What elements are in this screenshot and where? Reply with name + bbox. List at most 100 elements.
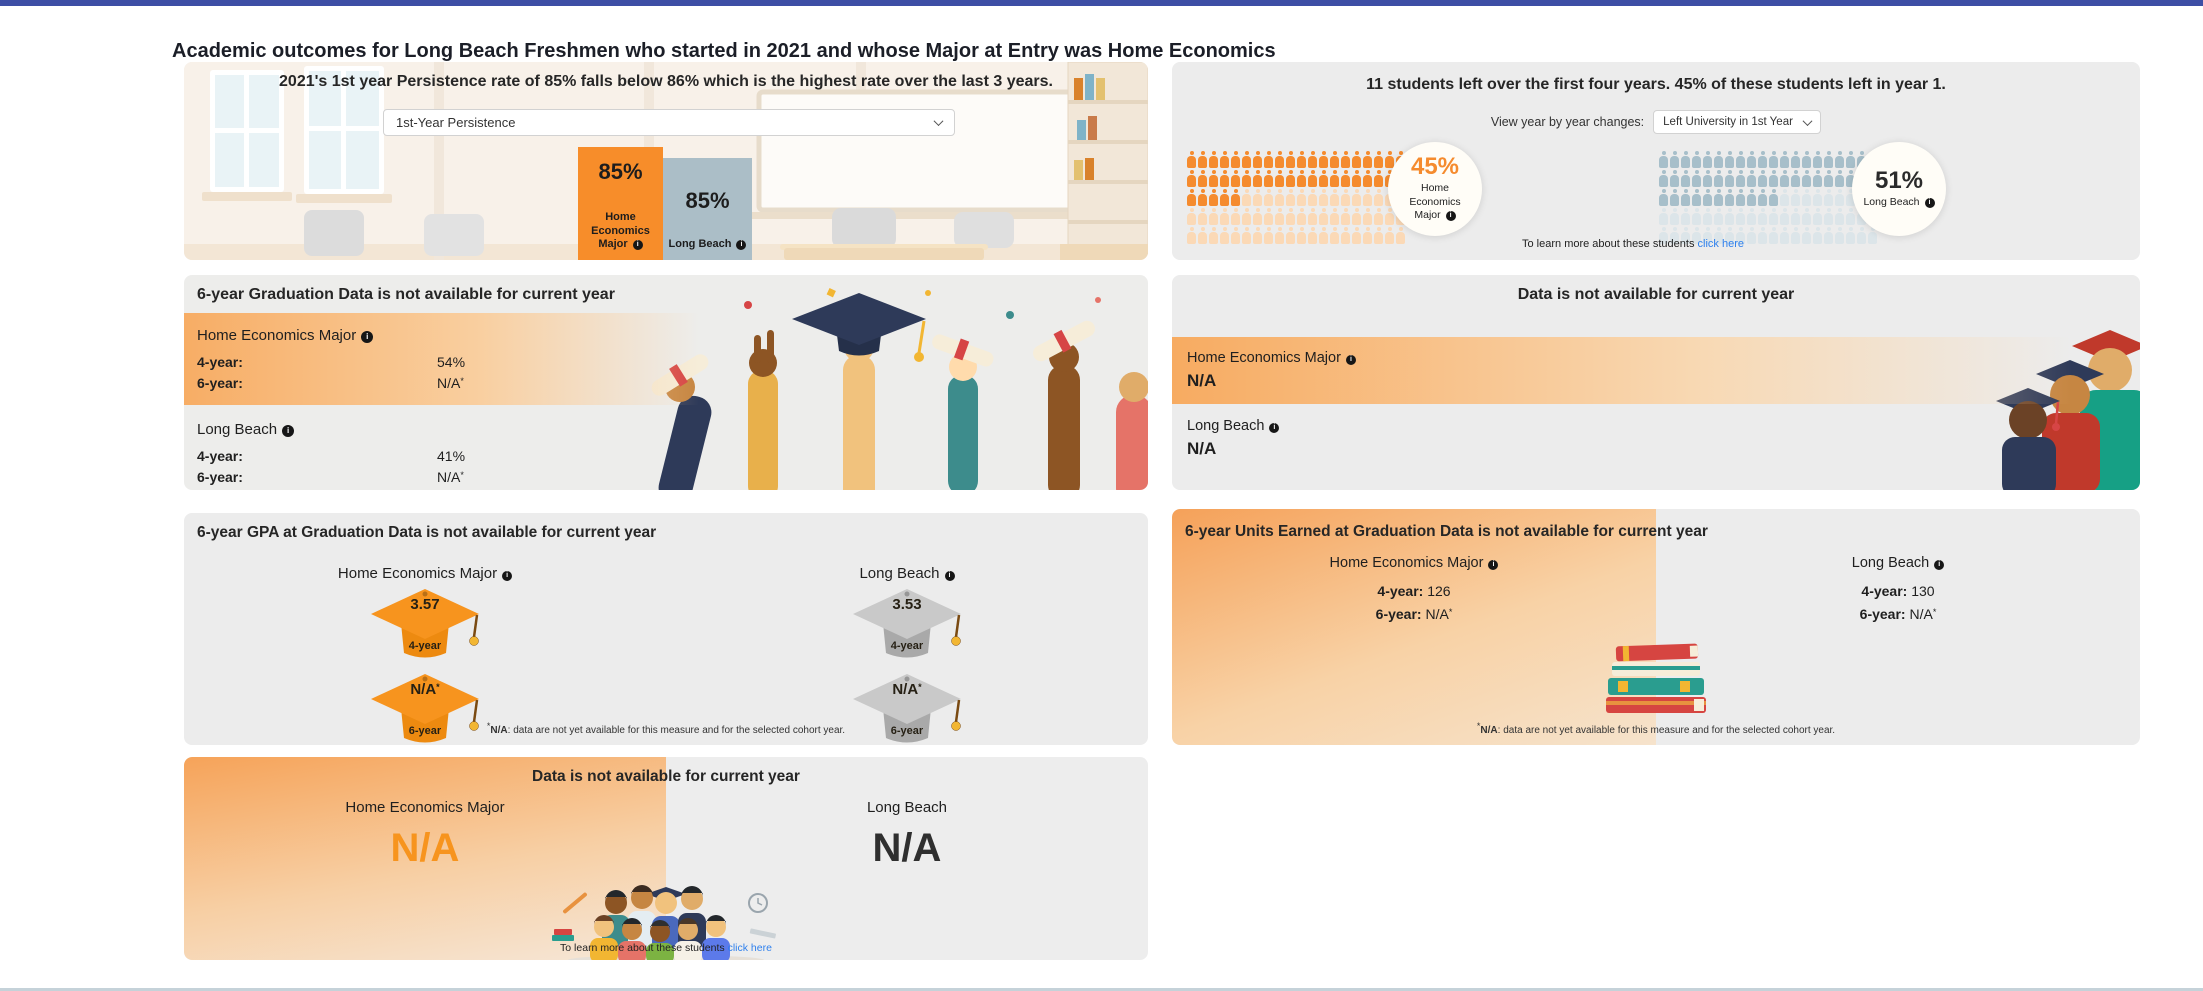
person-icon	[1758, 189, 1767, 206]
group-value: N/A	[390, 826, 460, 870]
measure-dropdown[interactable]: 1st-Year Persistence	[383, 109, 955, 136]
person-icon	[1846, 208, 1855, 225]
person-icon	[1780, 208, 1789, 225]
person-icon	[1791, 189, 1800, 206]
info-icon[interactable]	[282, 425, 295, 437]
person-icon	[1835, 227, 1844, 244]
person-icon	[1242, 189, 1251, 206]
info-icon[interactable]	[736, 240, 747, 251]
page-title: Academic outcomes for Long Beach Freshme…	[172, 40, 1276, 63]
year-change-dropdown[interactable]: Left University in 1st Year	[1653, 110, 1822, 134]
person-icon	[1231, 227, 1240, 244]
person-icon	[1670, 151, 1679, 168]
group-value: N/A	[872, 826, 942, 870]
person-icon	[1198, 151, 1207, 168]
person-icon	[1802, 208, 1811, 225]
cap-label: 6-year	[408, 725, 442, 737]
person-icon	[1275, 170, 1284, 187]
person-icon	[1835, 170, 1844, 187]
person-icon	[1747, 227, 1756, 244]
info-icon[interactable]	[502, 571, 513, 581]
person-icon	[1813, 189, 1822, 206]
person-icon	[1374, 170, 1383, 187]
person-icon	[1769, 189, 1778, 206]
bar-value: 85%	[598, 159, 643, 184]
person-icon	[1363, 151, 1372, 168]
na-footnote: *N/A: data are not yet available for thi…	[486, 721, 846, 736]
person-icon	[1670, 227, 1679, 244]
person-icon	[1780, 170, 1789, 187]
person-icon	[1341, 170, 1350, 187]
grad-cap-icon	[853, 674, 961, 743]
bar-label: Long Beach	[665, 238, 751, 252]
info-icon[interactable]	[1345, 355, 1356, 365]
person-icon	[1297, 208, 1306, 225]
person-icon	[1725, 170, 1734, 187]
group-name: Long Beach	[859, 565, 955, 582]
info-icon[interactable]	[944, 571, 955, 581]
person-icon	[1846, 227, 1855, 244]
person-icon	[1703, 170, 1712, 187]
graduation-header: 6-year Graduation Data is not available …	[197, 286, 615, 303]
chevron-down-icon	[933, 116, 944, 127]
person-icon	[1703, 151, 1712, 168]
person-icon	[1747, 170, 1756, 187]
info-icon[interactable]	[1934, 560, 1945, 570]
person-icon	[1769, 170, 1778, 187]
na-footnote: *N/A: data are not yet available for thi…	[1476, 721, 1836, 736]
person-icon	[1802, 227, 1811, 244]
grad-cap-4year: 3.53 4-year	[847, 587, 967, 667]
learn-more-link[interactable]: click here	[1697, 238, 1744, 250]
person-icon	[1187, 151, 1196, 168]
person-icon	[1198, 227, 1207, 244]
cap-value: N/A*	[892, 681, 922, 698]
group-name: Home Economics Major	[197, 327, 844, 344]
person-icon	[1374, 151, 1383, 168]
badge-long-beach: 51% Long Beach	[1852, 142, 1946, 236]
gpa-header: 6-year GPA at Graduation Data is not ava…	[197, 524, 657, 541]
attrition-headline: 11 students left over the first four yea…	[1366, 76, 1946, 93]
person-icon	[1286, 208, 1295, 225]
person-icon	[1769, 227, 1778, 244]
info-icon[interactable]	[1924, 197, 1935, 208]
group-value: N/A	[1187, 439, 1217, 458]
person-icon	[1835, 189, 1844, 206]
units-header: 6-year Units Earned at Graduation Data i…	[1185, 523, 1708, 540]
info-icon[interactable]	[1445, 211, 1456, 222]
person-icon	[1681, 208, 1690, 225]
person-icon	[1824, 170, 1833, 187]
person-icon	[1209, 208, 1218, 225]
home-economics-section: Home Economics Major 4-year:54% 6-year:N…	[184, 313, 844, 405]
person-icon	[1824, 208, 1833, 225]
group-name: Long Beach	[1187, 418, 1280, 434]
person-icon	[1242, 170, 1251, 187]
stat-row: 6-year: N/A*	[197, 375, 464, 391]
info-icon[interactable]	[632, 240, 643, 251]
person-icon	[1286, 189, 1295, 206]
person-icon	[1725, 151, 1734, 168]
attrition-filter-row: View year by year changes: Left Universi…	[1172, 110, 2140, 134]
stat-row: 6-year: N/A*	[197, 469, 464, 485]
person-icon	[1846, 189, 1855, 206]
person-icon	[1275, 227, 1284, 244]
person-icon	[1231, 151, 1240, 168]
info-icon[interactable]	[1269, 423, 1280, 433]
person-icon	[1703, 227, 1712, 244]
info-icon[interactable]	[1488, 560, 1499, 570]
person-icon	[1670, 189, 1679, 206]
units-column-home-economics: Home Economics Major 4-year: 126 6-year:…	[1172, 555, 1656, 622]
info-icon[interactable]	[361, 331, 374, 343]
person-icon	[1846, 170, 1855, 187]
person-icon	[1374, 227, 1383, 244]
person-icon	[1736, 208, 1745, 225]
person-icon	[1385, 151, 1394, 168]
person-icon	[1198, 170, 1207, 187]
chevron-down-icon	[1802, 115, 1813, 126]
person-icon	[1352, 227, 1361, 244]
learn-more-link[interactable]: click here	[727, 942, 772, 954]
person-icon	[1769, 208, 1778, 225]
stat-row: 6-year: N/A*	[1859, 606, 1937, 622]
person-icon	[1813, 151, 1822, 168]
person-icon	[1220, 170, 1229, 187]
units-column-long-beach: Long Beach 4-year: 130 6-year: N/A*	[1656, 555, 2140, 622]
